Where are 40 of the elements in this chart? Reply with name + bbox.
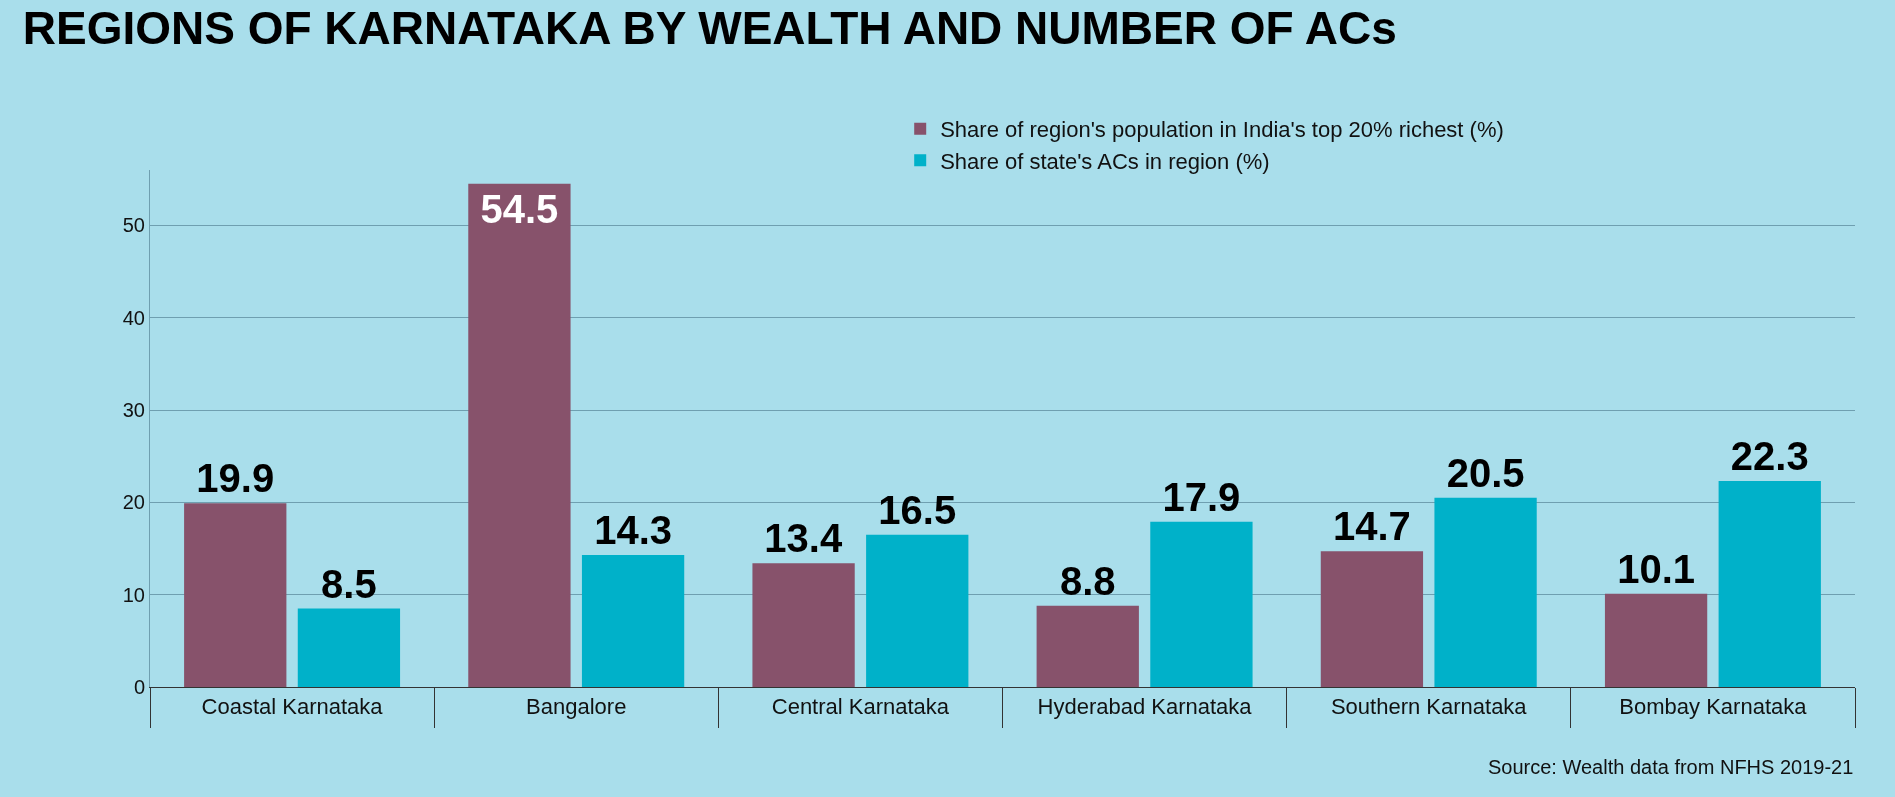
x-tick-label: Coastal Karnataka [201, 694, 384, 720]
data-label: 14.3 [594, 507, 673, 552]
bar [1150, 521, 1253, 687]
y-tick-label: 20 [122, 491, 145, 514]
bar [468, 183, 571, 687]
data-label: 14.7 [1332, 504, 1411, 549]
chart-title: REGIONS OF KARNATAKA BY WEALTH AND NUMBER OF ACs [22, 2, 1397, 55]
bar [866, 534, 969, 687]
bar [1320, 551, 1424, 687]
y-tick-label: 0 [133, 676, 145, 698]
data-label: 10.1 [1617, 546, 1696, 591]
source-note: Source: Wealth data from NFHS 2019-21 [1488, 756, 1854, 778]
data-label: 16.5 [878, 487, 957, 532]
data-label: 8.5 [321, 561, 377, 606]
y-tick-label: 40 [122, 306, 145, 329]
bar [752, 563, 855, 687]
bar [1036, 605, 1139, 687]
bar [1604, 593, 1708, 687]
bar [184, 503, 287, 687]
data-label: 54.5 [480, 186, 559, 231]
data-label: 19.9 [196, 456, 275, 501]
bar [1718, 481, 1821, 687]
data-label: 22.3 [1730, 434, 1809, 479]
x-tick-label: Central Karnataka [771, 694, 950, 720]
bar [297, 608, 401, 687]
data-label: 20.5 [1446, 450, 1525, 495]
data-label: 17.9 [1162, 474, 1241, 519]
bar [581, 554, 685, 687]
bar [1434, 497, 1537, 687]
x-tick-label: Southern Karnataka [1330, 694, 1528, 720]
x-tick-label: Hyderabad Karnataka [1037, 694, 1253, 720]
legend-label: Share of state's ACs in region (%) [940, 148, 1270, 174]
data-label: 8.8 [1059, 558, 1116, 603]
y-tick-label: 30 [122, 399, 145, 422]
y-tick-label: 10 [122, 583, 145, 606]
data-label: 13.4 [764, 516, 843, 561]
legend-label: Share of region's population in India's top 20% richest (%) [940, 117, 1504, 143]
y-tick-label: 50 [122, 214, 145, 237]
x-tick-label: Bombay Karnataka [1619, 694, 1808, 720]
x-tick-label: Bangalore [526, 694, 627, 720]
